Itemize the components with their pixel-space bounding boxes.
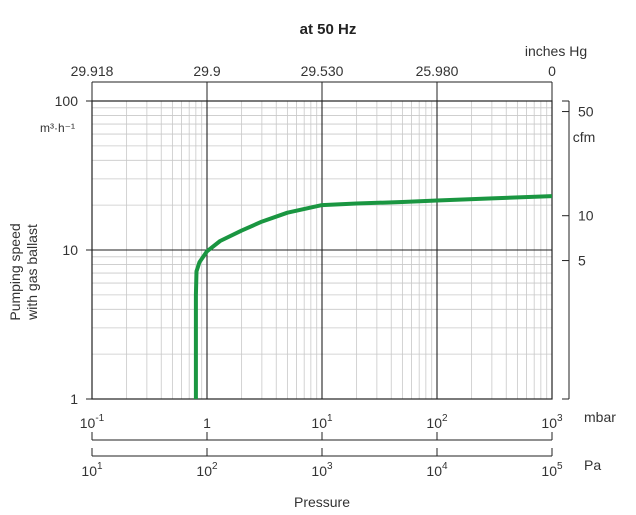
top-tick-label: 29.9 [193,63,220,79]
mbar-tick-label: 10-1 [80,413,105,431]
x-axis-title: Pressure [294,494,350,510]
mbar-tick-label: 103 [541,413,563,431]
left-tick-label: 10 [62,242,78,258]
y-axis-title-line2: with gas ballast [24,224,40,321]
right-axis: 50 10 5 [562,100,594,400]
left-tick-label: 100 [55,93,79,109]
top-axis: 29.918 29.9 29.530 25.980 0 [71,63,556,101]
pumping-speed-curve [193,194,553,399]
pa-axis: 101 102 103 104 105 [81,448,563,479]
top-tick-label: 29.530 [301,63,344,79]
y-unit-label: m³·h⁻¹ [40,121,75,135]
left-tick-label: 1 [70,391,78,407]
top-tick-label: 29.918 [71,63,114,79]
right-axis-unit: cfm [573,129,596,145]
pa-tick-label: 101 [81,461,103,479]
pa-tick-label: 102 [196,461,218,479]
mbar-unit: mbar [584,409,616,425]
right-tick-label: 5 [578,253,586,269]
pa-tick-label: 103 [311,461,333,479]
chart-title: at 50 Hz [300,21,357,38]
mbar-axis: 10-1 1 101 102 103 [80,413,563,441]
pa-tick-label: 105 [541,461,563,479]
pa-tick-label: 104 [426,461,448,479]
mbar-tick-label: 1 [203,415,211,431]
top-axis-unit: inches Hg [525,43,587,59]
mbar-tick-label: 102 [426,413,448,431]
grid [92,101,552,399]
top-tick-label: 25.980 [416,63,459,79]
right-tick-label: 50 [578,104,594,120]
pa-unit: Pa [584,457,601,473]
top-tick-label: 0 [548,63,556,79]
right-tick-label: 10 [578,208,594,224]
left-axis: 100 10 1 [55,93,92,407]
y-axis-title-line1: Pumping speed [7,223,23,320]
y-axis-title: Pumping speed with gas ballast [7,223,40,321]
mbar-tick-label: 101 [311,413,333,431]
